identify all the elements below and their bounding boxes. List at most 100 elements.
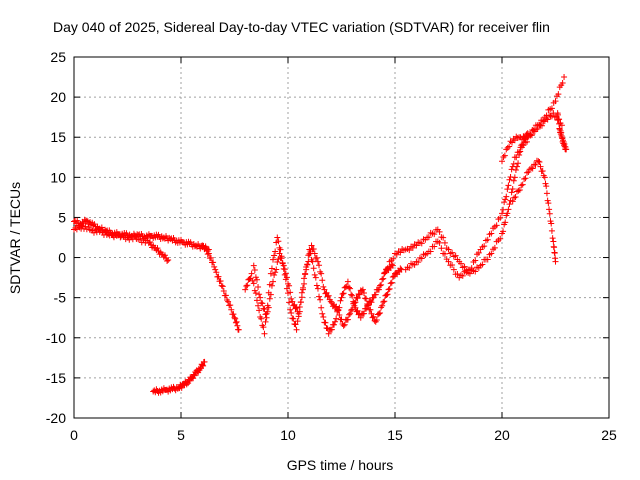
data-point	[261, 306, 268, 313]
data-point	[228, 306, 235, 313]
x-tick-label: 20	[494, 427, 510, 443]
data-point	[382, 269, 389, 276]
data-point	[411, 261, 418, 268]
data-point	[425, 234, 432, 241]
data-point	[544, 116, 551, 123]
data-point	[164, 257, 171, 264]
data-point	[275, 238, 282, 245]
data-point	[255, 283, 262, 290]
data-point	[513, 133, 520, 140]
data-point	[390, 273, 397, 280]
data-point	[325, 292, 332, 299]
data-point	[103, 231, 110, 238]
data-point	[552, 258, 559, 265]
data-point	[220, 287, 227, 294]
data-point	[351, 300, 358, 307]
data-point	[310, 265, 317, 272]
data-point	[545, 200, 552, 207]
data-point	[499, 158, 505, 165]
x-tick-label: 25	[601, 427, 617, 443]
data-point	[369, 314, 376, 321]
y-tick-label: 0	[58, 250, 66, 266]
data-point	[242, 286, 249, 293]
y-tick-label: -20	[46, 410, 66, 426]
data-point	[563, 146, 570, 153]
data-point	[286, 282, 293, 289]
data-point	[389, 274, 396, 281]
data-point	[397, 265, 404, 272]
data-point	[509, 163, 516, 170]
data-point	[512, 194, 519, 201]
data-point	[390, 255, 397, 262]
data-point	[506, 201, 513, 208]
data-point	[276, 250, 283, 257]
data-point	[191, 372, 198, 379]
data-point	[274, 234, 281, 241]
data-point	[507, 173, 514, 180]
data-point	[313, 282, 320, 289]
plot-frame	[73, 56, 610, 419]
data-point	[333, 303, 340, 310]
data-point	[354, 307, 361, 314]
data-point	[546, 210, 553, 217]
y-tick-labels: -20 -15 -10 -5 0 5 10 15 20 25	[46, 49, 66, 426]
data-point	[521, 135, 528, 142]
data-point	[314, 285, 321, 292]
data-point	[519, 181, 526, 188]
data-point	[267, 291, 274, 298]
data-point	[536, 159, 543, 166]
data-point	[502, 219, 509, 226]
data-point	[481, 243, 488, 250]
data-point	[105, 231, 112, 238]
data-point	[515, 160, 522, 167]
data-point	[538, 122, 545, 129]
data-point	[353, 308, 360, 315]
y-tick-label: 10	[50, 169, 66, 185]
data-point	[413, 242, 420, 249]
data-point	[354, 295, 361, 302]
data-point	[509, 198, 516, 205]
y-tick-label: -10	[46, 330, 66, 346]
data-point	[340, 290, 347, 297]
series-track-c-low	[150, 358, 208, 396]
data-point	[497, 235, 504, 242]
data-point	[475, 249, 482, 256]
data-point	[438, 245, 445, 252]
data-point	[551, 114, 558, 121]
data-point	[518, 182, 525, 189]
data-point	[535, 158, 542, 165]
data-point	[377, 309, 384, 316]
data-point	[381, 270, 388, 277]
data-point	[459, 272, 466, 279]
data-point	[493, 222, 500, 229]
data-point	[514, 134, 521, 141]
data-point	[436, 239, 443, 246]
data-point	[550, 238, 557, 245]
data-point	[349, 306, 356, 313]
data-point	[207, 254, 214, 261]
data-point	[454, 270, 461, 277]
y-axis-label: SDTVAR / TECUs	[7, 182, 23, 294]
data-point	[554, 117, 561, 124]
data-point	[406, 247, 413, 254]
data-point	[508, 189, 515, 196]
data-point	[504, 144, 511, 151]
data-point	[449, 261, 456, 268]
data-point	[204, 251, 211, 258]
data-point	[548, 105, 555, 112]
data-point	[360, 310, 367, 317]
data-point	[333, 315, 340, 322]
data-point	[337, 297, 344, 304]
x-axis-label: GPS time / hours	[287, 457, 394, 473]
data-point	[549, 235, 556, 242]
data-point	[541, 174, 548, 181]
data-point	[384, 264, 391, 271]
data-point	[441, 250, 448, 257]
data-point	[334, 306, 341, 313]
data-point	[232, 315, 239, 322]
data-point	[534, 125, 541, 132]
data-point	[253, 297, 260, 304]
data-point	[479, 261, 486, 268]
x-tick-label: 15	[387, 427, 403, 443]
data-point	[332, 318, 339, 325]
